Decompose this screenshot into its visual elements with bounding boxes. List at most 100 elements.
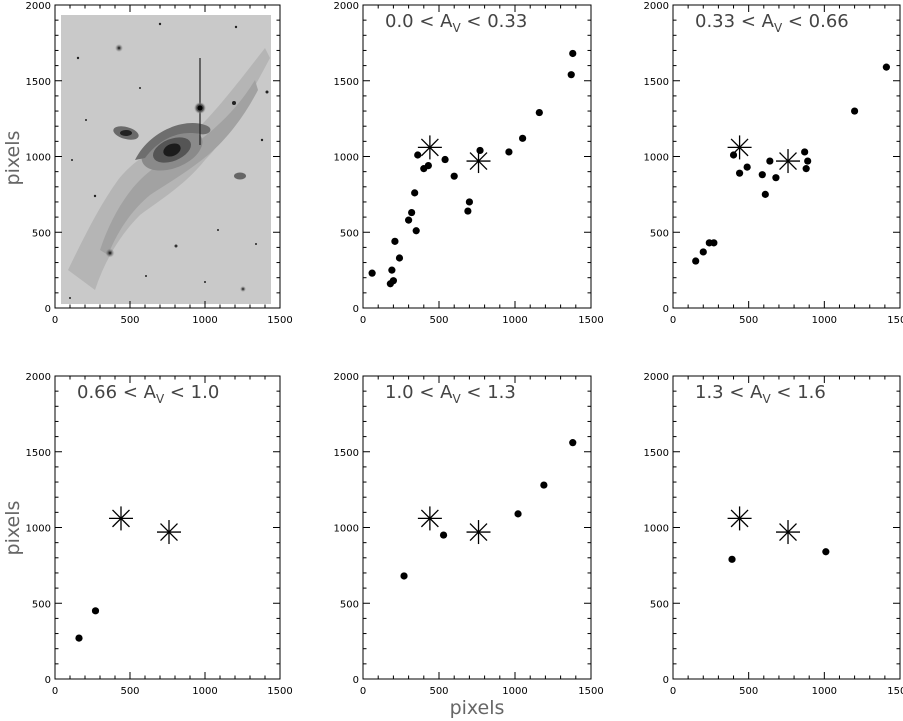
panel-3-point xyxy=(75,634,83,642)
ylabel-bottom: pixels xyxy=(2,501,24,556)
panel-4-label-sub: V xyxy=(452,392,461,406)
panel-4-point xyxy=(400,572,408,580)
panel-4-star-marker xyxy=(466,520,491,545)
panel-5-label-sub: V xyxy=(762,392,771,406)
panel-5-frame xyxy=(672,375,901,680)
panel-image-xtick-label: 1000 xyxy=(192,315,217,326)
panel-1-xtick-label: 500 xyxy=(429,315,448,326)
panel-5-ytick-label: 1500 xyxy=(644,448,669,459)
panel-1-ytick-label: 500 xyxy=(340,228,359,239)
panel-4-xtick-label: 1500 xyxy=(578,686,603,697)
panel-1-label-sub: V xyxy=(452,21,461,35)
panel-2-star-stroke xyxy=(730,138,749,157)
panel-2-point xyxy=(801,148,809,156)
panel-3-ytick-label: 1500 xyxy=(26,448,51,459)
panel-4-ytick-label: 2000 xyxy=(334,372,359,383)
panel-4-ytick-label: 1000 xyxy=(334,524,359,535)
panel-1-point xyxy=(476,146,484,155)
xlabel-bottom: pixels xyxy=(450,697,505,719)
panel-4-xtick-label: 500 xyxy=(429,686,448,697)
panel-5-star-marker xyxy=(727,506,752,531)
panel-1-point xyxy=(569,49,577,58)
panel-3-ytick-label: 2000 xyxy=(26,372,51,383)
panel-1-point xyxy=(408,208,416,217)
panel-4-point xyxy=(439,531,448,539)
panel-1-point xyxy=(395,254,404,262)
panel-3-range-label: 0.66 < AV < 1.0 xyxy=(77,382,219,406)
panel-4-label-mid: < A xyxy=(419,382,453,403)
panel-4-frame xyxy=(362,375,592,680)
panel-4-point xyxy=(569,439,577,447)
panel-2-xtick-label: 500 xyxy=(739,315,758,326)
panel-5-label-low: 1.3 xyxy=(695,382,729,403)
panel-1-point xyxy=(505,148,513,156)
panel-2-point xyxy=(804,157,812,165)
panel-2-xtick-label: 0 xyxy=(670,315,676,326)
panel-5-star-stroke xyxy=(730,509,749,528)
panel-1-point xyxy=(411,189,419,197)
panel-1-xtick-label: 1500 xyxy=(578,315,603,326)
panel-3-label-sub: V xyxy=(156,392,165,406)
ylabel-top: pixels xyxy=(2,131,24,186)
panel-1-label-high: < 0.33 xyxy=(461,11,528,32)
panel-image-xtick-label: 500 xyxy=(120,315,139,326)
panel-1-label-low: 0.0 xyxy=(385,11,419,32)
panel-image-xtick-label: 1500 xyxy=(267,315,292,326)
panel-image-ytick-label: 2000 xyxy=(26,1,51,12)
panel-5-xtick-label: 500 xyxy=(739,686,758,697)
panel-2-point xyxy=(735,169,744,177)
panel-4-point xyxy=(514,510,522,518)
panel-2-point xyxy=(761,190,769,198)
panel-3-star-marker xyxy=(109,506,133,531)
panel-1-point xyxy=(414,151,422,159)
panel-5-xtick-label: 1000 xyxy=(812,686,837,697)
panel-1-point xyxy=(412,227,420,235)
panel-5-ytick-label: 1000 xyxy=(644,524,669,535)
panel-4-star-stroke xyxy=(420,509,439,528)
panel-2-ytick-label: 1000 xyxy=(644,153,669,164)
panel-5-xtick-label: 0 xyxy=(670,686,676,697)
panel-2-label-sub: V xyxy=(774,21,783,35)
panel-1-star-stroke xyxy=(420,138,439,157)
panel-3-xtick-label: 1000 xyxy=(192,686,217,697)
panel-1-point xyxy=(519,134,527,142)
panel-1-point xyxy=(424,161,432,170)
panel-1-star-marker xyxy=(417,135,442,160)
panel-1: 0 500 1000 1500 0 500 1000 1500 2000 0.0 < AV < 0… xyxy=(334,1,604,326)
panel-2-xtick-label: 1500 xyxy=(887,315,903,326)
panel-4-star-stroke xyxy=(469,523,488,541)
panel-1-point xyxy=(388,266,396,274)
panel-3-xtick-label: 0 xyxy=(52,686,58,697)
panel-5-star-marker xyxy=(776,520,801,545)
panel-image-ytick-label: 1500 xyxy=(26,77,51,88)
panel-5-label-mid: < A xyxy=(729,382,763,403)
panel-5-label-high: < 1.6 xyxy=(771,382,826,403)
panel-2: 0 500 1000 1500 0 500 1000 1500 2000 0.33 < AV < … xyxy=(644,1,903,326)
panel-1-point xyxy=(368,269,376,277)
panel-2-range-label: 0.33 < AV < 0.66 xyxy=(695,11,849,35)
panel-1-ytick-label: 2000 xyxy=(334,1,359,12)
panel-3-ytick-label: 1000 xyxy=(26,524,51,535)
panel-3-label-mid: < A xyxy=(123,382,157,403)
panel-4-ytick-label: 0 xyxy=(353,675,359,686)
panel-5-range-label: 1.3 < AV < 1.6 xyxy=(695,382,826,406)
panel-1-point xyxy=(389,277,397,285)
panel-2-point xyxy=(766,157,774,165)
panel-2-star-marker xyxy=(727,135,752,160)
panel-4-point xyxy=(540,481,548,489)
panel-1-ytick-label: 1500 xyxy=(334,77,359,88)
panel-2-point xyxy=(851,107,859,115)
panel-2-ytick-label: 1500 xyxy=(644,77,669,88)
panel-2-ytick-label: 0 xyxy=(663,304,669,315)
panel-2-frame xyxy=(672,4,901,309)
panel-5-ytick-label: 2000 xyxy=(644,372,669,383)
panel-image: 0 500 1000 1500 0 500 1000 1500 2000 xyxy=(26,1,293,326)
panel-1-xtick-label: 0 xyxy=(360,315,366,326)
panel-1-point xyxy=(535,108,543,117)
panel-2-xtick-label: 1000 xyxy=(812,315,837,326)
panel-3-xtick-label: 500 xyxy=(120,686,139,697)
panel-4-label-low: 1.0 xyxy=(385,382,419,403)
panel-5-star-stroke xyxy=(779,523,797,541)
panel-3-frame xyxy=(54,375,281,680)
panel-1-frame xyxy=(362,4,592,309)
